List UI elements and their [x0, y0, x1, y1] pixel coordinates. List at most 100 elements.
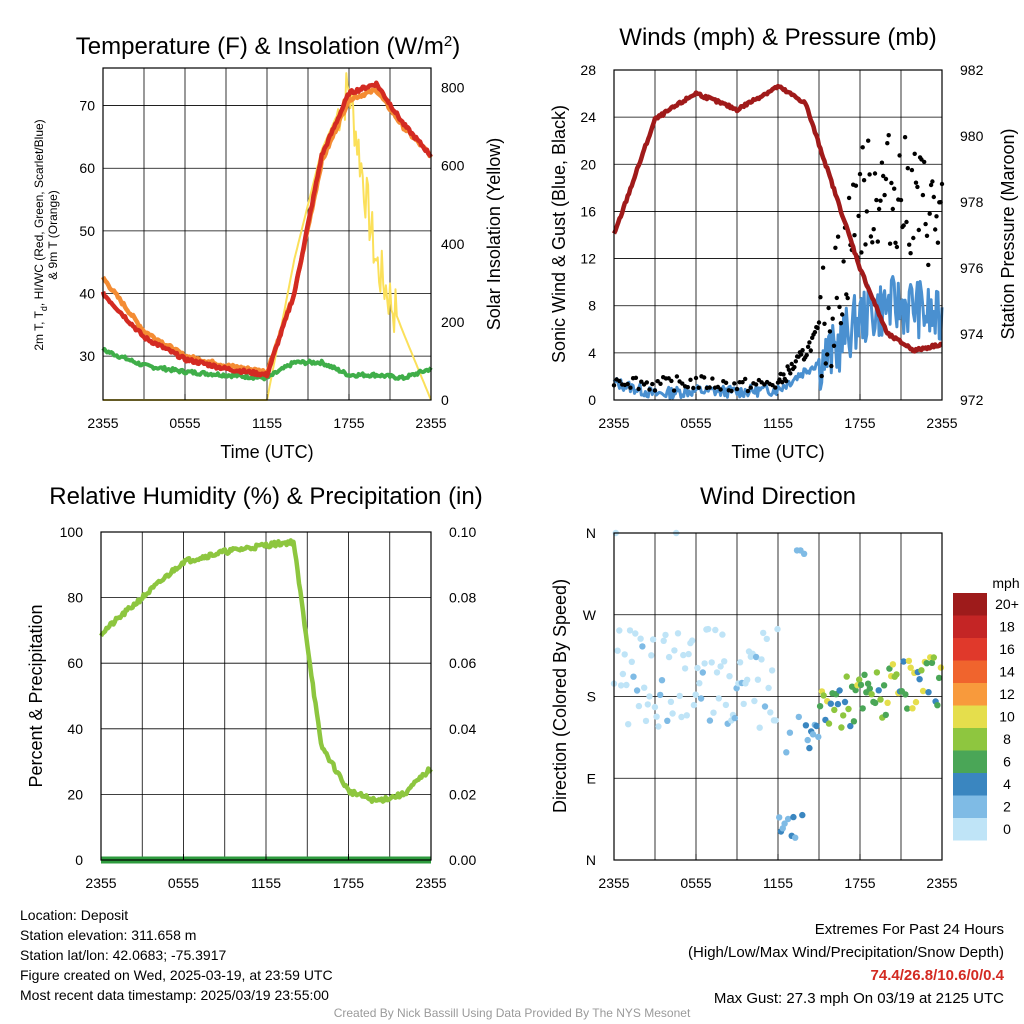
direction-point [937, 664, 945, 671]
legend-swatch [953, 818, 987, 841]
direction-point [630, 673, 637, 680]
legend-label: 8 [1003, 731, 1011, 747]
direction-point [857, 681, 865, 689]
humidity-line [99, 538, 433, 804]
gust-point [827, 329, 833, 334]
gust-point [912, 151, 917, 156]
direction-title: Wind Direction [700, 483, 856, 510]
direction-point [873, 669, 881, 676]
gust-point [743, 376, 748, 382]
direction-point [763, 635, 770, 643]
direction-point [628, 658, 635, 665]
y-tick-label: 0 [75, 852, 83, 868]
gust-point [922, 159, 927, 165]
gust-point [870, 240, 875, 245]
winds-title: Winds (mph) & Pressure (mb) [619, 24, 936, 51]
gust-point [838, 321, 844, 326]
direction-point [916, 676, 923, 683]
direction-point [717, 663, 724, 670]
x-tick-label: 0555 [168, 875, 199, 891]
y-tick-label: 60 [79, 160, 95, 176]
gust-point [729, 388, 734, 394]
direction-point [733, 685, 740, 692]
direction-point [850, 718, 858, 725]
direction-point [621, 651, 628, 658]
gust-point [901, 223, 906, 228]
gust-point [915, 184, 920, 190]
x-tick-label: 0555 [680, 415, 711, 431]
gust-point [863, 242, 868, 247]
direction-point [868, 691, 875, 698]
direction-point [934, 702, 941, 709]
gust-point [902, 135, 908, 140]
gust-point [861, 178, 867, 183]
y2-tick-label: 0.10 [449, 524, 476, 540]
direction-point [820, 692, 827, 699]
gust-point [898, 197, 904, 203]
y-tick-label: 40 [67, 721, 83, 737]
direction-point [856, 676, 863, 683]
direction-point [706, 717, 714, 724]
direction-ylabel: Direction (Colored By Speed) [550, 579, 570, 813]
direction-point [657, 691, 664, 699]
gust-point [820, 265, 826, 270]
legend-label: 6 [1003, 754, 1011, 770]
direction-point [674, 630, 682, 637]
direction-point [802, 722, 810, 729]
y-tick-label: 100 [60, 524, 84, 540]
y2-tick-label: 972 [960, 392, 984, 408]
gust-point [655, 379, 660, 384]
direction-point [653, 713, 660, 720]
gust-point [830, 316, 835, 321]
x-tick-label: 1155 [763, 875, 793, 891]
gust-point [867, 172, 872, 177]
direction-point [928, 659, 936, 666]
pressure-line [611, 83, 943, 354]
gust-point [834, 295, 839, 301]
y-tick-label: N [586, 852, 596, 868]
x-tick-label: 2355 [598, 415, 629, 431]
humidity-ylabel: Percent & Precipitation [26, 604, 46, 787]
x-tick-label: 1755 [844, 415, 875, 431]
y2-tick-label: 0.00 [449, 852, 476, 868]
gust-point [874, 197, 879, 203]
extremes-subtitle: (High/Low/Max Wind/Precipitation/Snow De… [688, 944, 1004, 961]
y-tick-label: 8 [588, 298, 596, 314]
direction-point [786, 729, 794, 736]
gust-point [846, 195, 852, 201]
gust-point [819, 373, 824, 379]
direction-point [859, 705, 866, 712]
winds-xlabel: Time (UTC) [731, 442, 824, 462]
y-tick-label: S [587, 689, 596, 705]
direction-point [694, 664, 701, 672]
gust-point [789, 361, 794, 367]
gust-point [786, 367, 792, 372]
y-tick-label: 70 [79, 98, 95, 114]
gust-point [853, 183, 859, 188]
direction-point [866, 685, 873, 692]
gust-point [859, 250, 864, 255]
direction-point [639, 643, 646, 650]
gust-point [808, 348, 813, 353]
temperature-grid [103, 68, 431, 400]
gust-point [805, 344, 811, 349]
y-tick-label: N [586, 525, 596, 541]
direction-point [740, 700, 747, 708]
gust-point [935, 240, 941, 245]
y2-tick-label: 800 [441, 80, 465, 96]
legend-swatch [953, 615, 987, 638]
direction-point [904, 705, 911, 712]
direction-point [662, 631, 669, 639]
direction-point [697, 695, 705, 702]
direction-point [799, 811, 806, 819]
gust-point [669, 378, 674, 384]
legend-unit: mph [992, 575, 1019, 591]
direction-point [726, 673, 733, 680]
x-tick-label: 0555 [169, 415, 200, 431]
direction-point [760, 629, 767, 637]
legend-swatch [953, 728, 987, 751]
gust-point [879, 160, 885, 165]
direction-point [664, 717, 671, 724]
gust-point [837, 304, 842, 310]
y2-tick-label: 0.06 [449, 655, 476, 671]
